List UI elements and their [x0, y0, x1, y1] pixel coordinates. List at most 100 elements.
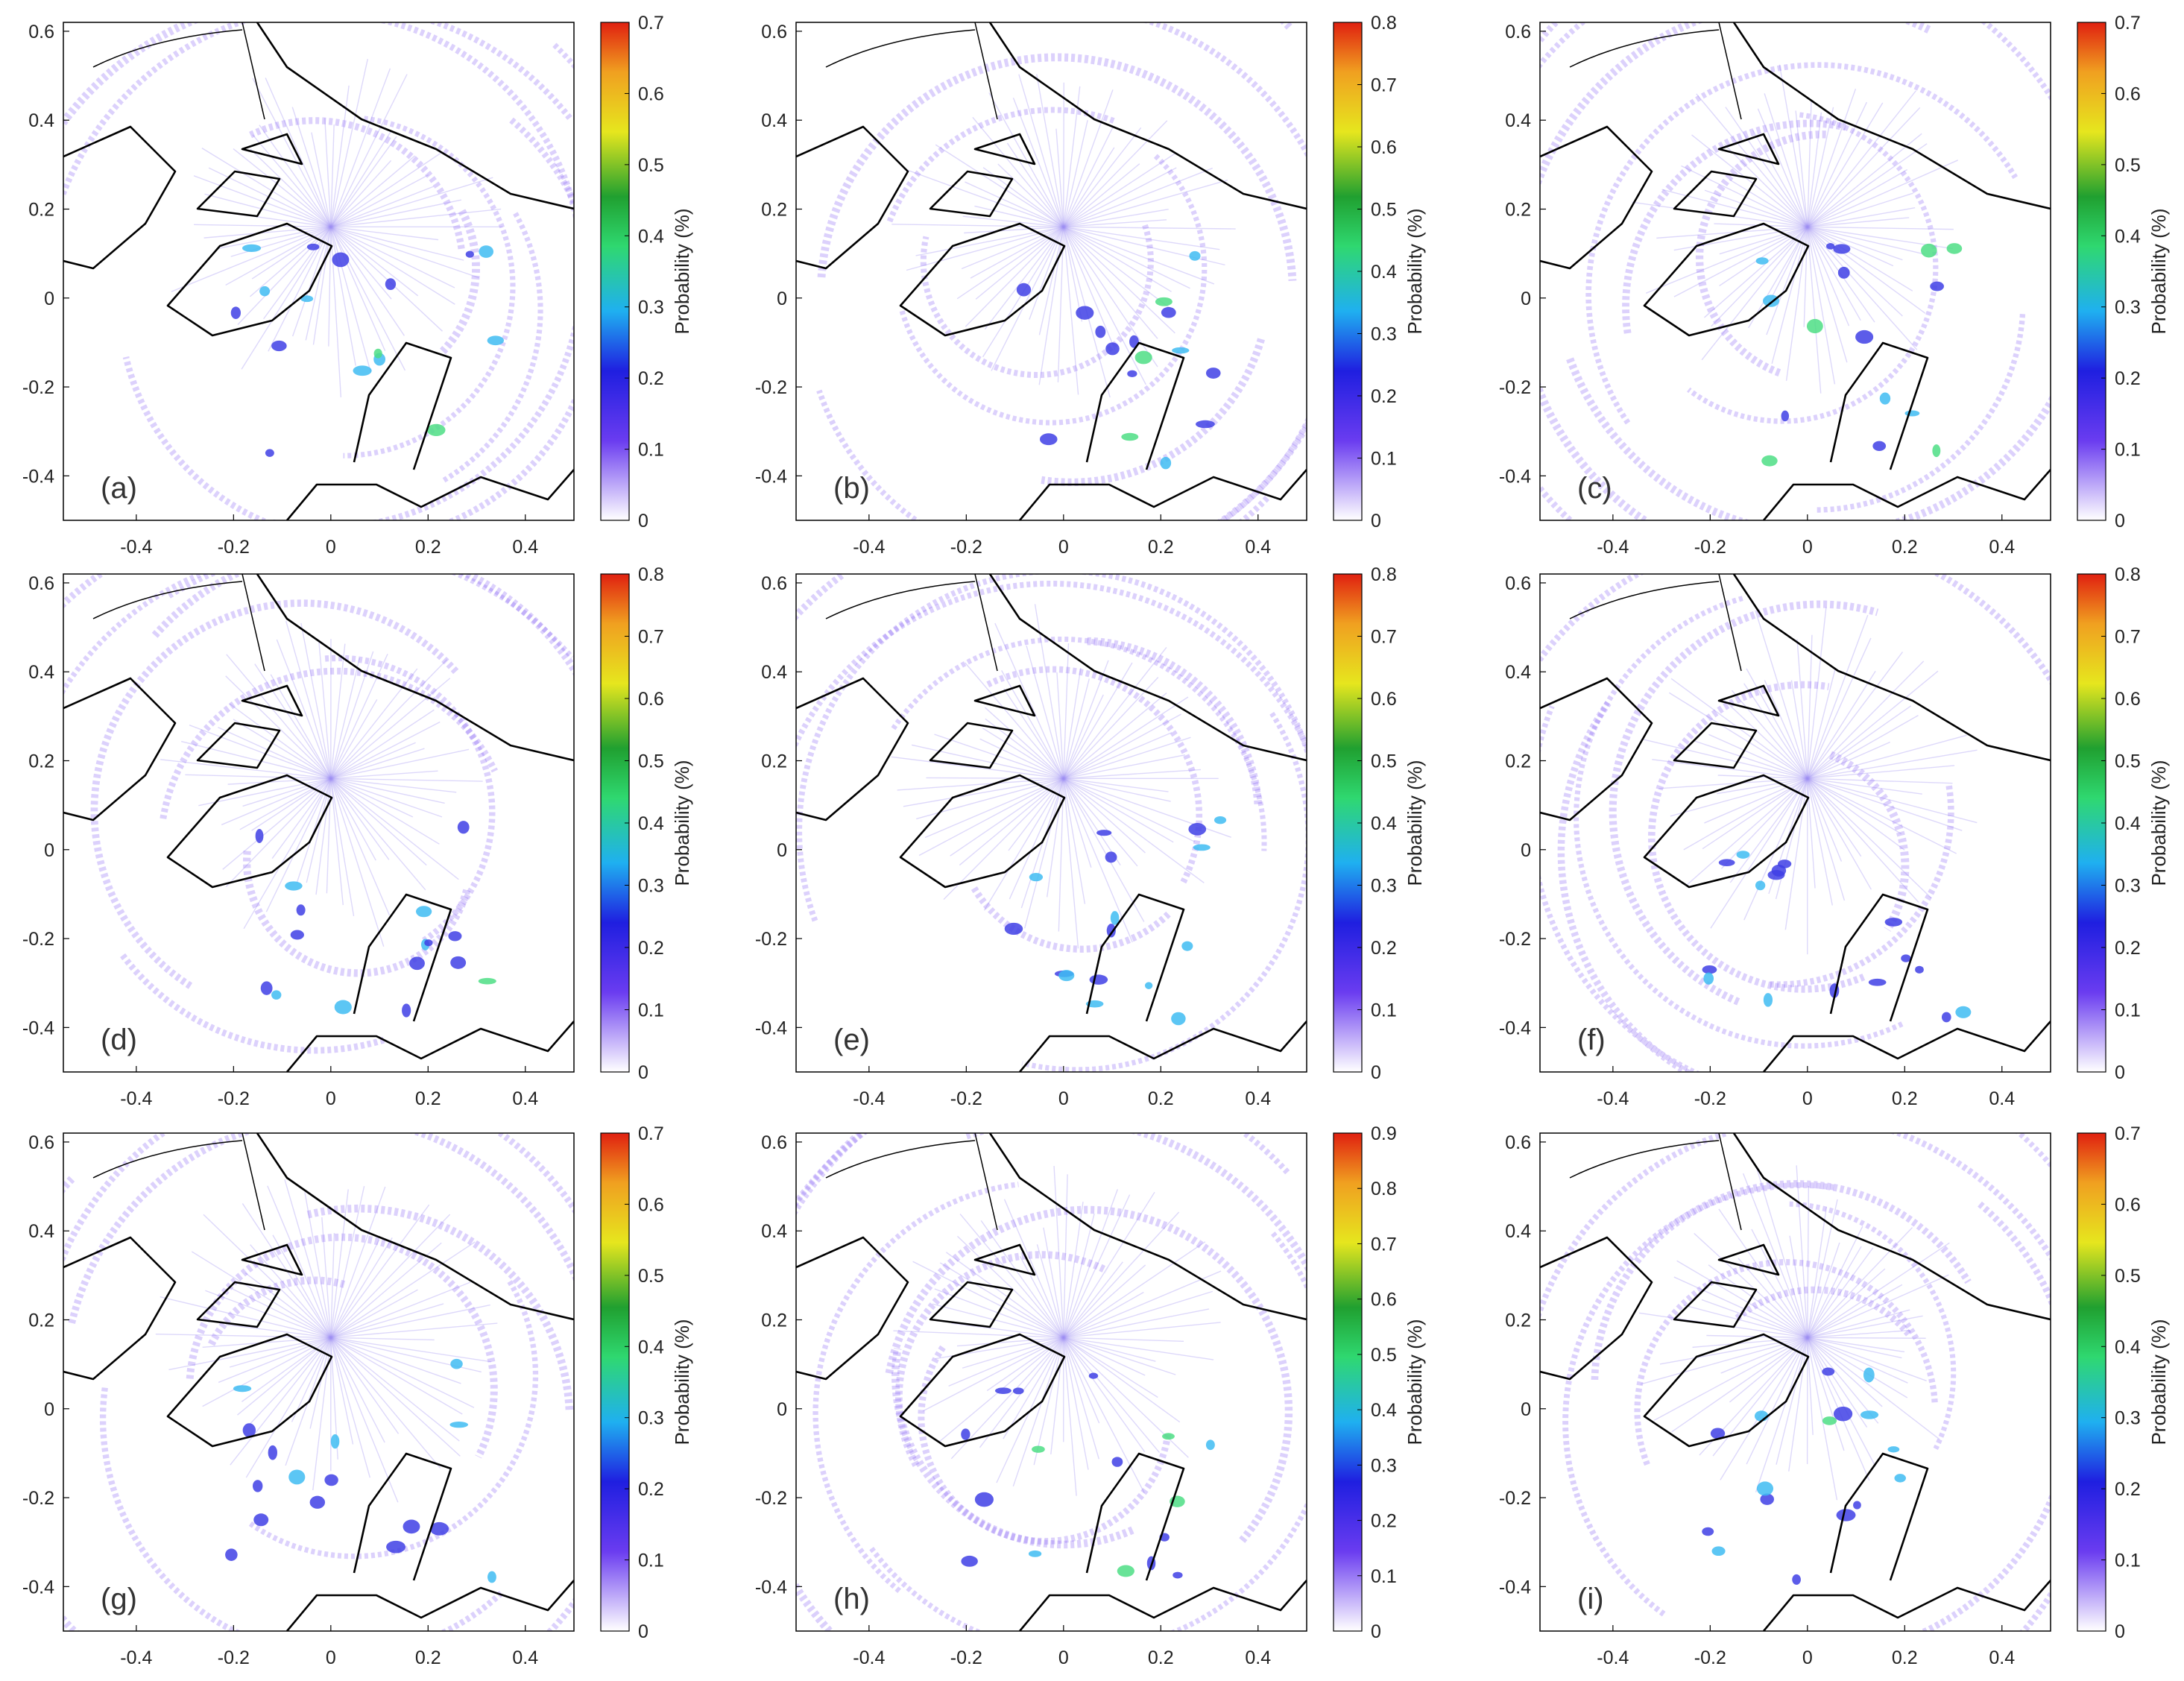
- coastlines: [1540, 574, 2051, 1072]
- coastlines: [1540, 22, 2051, 520]
- trajectory-spoke: [1668, 692, 1808, 779]
- trajectory-arc: [1917, 1201, 2051, 1631]
- trajectory-arc: [796, 581, 1307, 753]
- trajectory-spoke: [330, 742, 416, 780]
- coastline-north-america: [1540, 125, 1653, 270]
- colorbar-tick-label: 0.4: [2115, 813, 2141, 834]
- coastline-archipelago: [196, 722, 281, 769]
- trajectory-arc: [1540, 22, 1931, 520]
- trajectory-spoke: [1807, 1337, 1845, 1451]
- probability-hotspot: [1106, 924, 1116, 938]
- coastline-scandinavia: [1829, 341, 1929, 470]
- colorbar-tick-label: 0: [2115, 511, 2125, 532]
- panel-label: (e): [833, 1024, 870, 1056]
- meridian-line: [1718, 22, 1742, 120]
- trajectory-spoke: [330, 226, 439, 241]
- trajectory-spoke: [1063, 643, 1070, 779]
- trajectory-spoke: [330, 177, 493, 228]
- probability-hotspot: [1088, 1372, 1099, 1379]
- colorbar-tick-label: 0.3: [1371, 876, 1397, 897]
- trajectory-spoke: [1063, 167, 1177, 227]
- trajectory-spoke: [1708, 1264, 1808, 1338]
- coastline-europe: [1763, 1580, 2051, 1631]
- trajectory-spoke: [1807, 734, 1967, 780]
- x-tick-label: -0.2: [1694, 537, 1726, 558]
- coastline-greenland: [166, 222, 333, 337]
- trajectory-spoke: [1063, 127, 1142, 227]
- coastline-north-america: [796, 677, 909, 821]
- coastline-siberia: [1732, 1133, 2051, 1321]
- x-tick-label: 0.4: [1245, 1088, 1271, 1109]
- coastline-scandinavia: [1085, 341, 1185, 470]
- trajectory-spoke: [1807, 778, 1978, 824]
- trajectory-spoke: [1063, 1194, 1131, 1338]
- trajectory-spoke: [1807, 778, 1957, 854]
- trajectory-spoke: [1063, 120, 1088, 227]
- trajectory-spoke: [1063, 694, 1104, 779]
- colorbar-tick-label: 0.1: [2115, 440, 2141, 461]
- trajectory-spoke: [330, 1337, 399, 1503]
- trajectory-spoke: [1710, 778, 1808, 929]
- trajectory-spoke: [1063, 769, 1202, 780]
- trajectory-spoke: [1063, 1337, 1156, 1362]
- trajectory-spoke: [1063, 1337, 1160, 1453]
- colorbar-tick-label: 0.6: [638, 1194, 664, 1215]
- trajectory-spoke: [1790, 680, 1808, 779]
- trajectory-arc: [168, 574, 574, 660]
- trajectory-spoke: [1807, 107, 1834, 227]
- trajectory-spoke: [1043, 1227, 1064, 1338]
- trajectory-spoke: [1807, 226, 1913, 291]
- trajectory-spoke: [946, 1252, 1064, 1338]
- trajectory-spoke: [911, 744, 1064, 780]
- trajectory-spoke: [330, 1214, 451, 1338]
- trajectory-spoke: [330, 124, 335, 227]
- probability-hotspot: [373, 348, 382, 359]
- x-tick-label: 0.2: [415, 1647, 441, 1668]
- y-tick-label: 0.4: [28, 1221, 54, 1242]
- probability-hotspot: [426, 423, 446, 436]
- trajectory-spoke: [1063, 1191, 1155, 1338]
- colorbar-tick-label: 0: [1371, 511, 1381, 532]
- y-tick-label: -0.4: [755, 466, 787, 487]
- colorbar-tick-label: 0.1: [638, 1000, 664, 1021]
- trajectory-spoke: [330, 659, 448, 779]
- y-tick-label: 0.2: [1505, 200, 1531, 221]
- meridian-line: [242, 1133, 265, 1231]
- trajectory-spoke: [1807, 168, 1908, 227]
- colorbar-tick-label: 0.2: [1371, 938, 1397, 959]
- trajectory-spoke: [1063, 219, 1167, 228]
- probability-hotspot: [1806, 318, 1823, 334]
- probability-hotspot: [1195, 420, 1215, 429]
- trajectory-spoke: [1012, 1337, 1064, 1487]
- trajectory-spoke: [330, 657, 361, 779]
- coastlines: [796, 22, 1307, 520]
- trajectory-spoke: [1063, 778, 1092, 868]
- trajectory-spoke: [1694, 1232, 1808, 1338]
- trajectory-spoke: [230, 1337, 332, 1466]
- trajectory-spoke: [1807, 1337, 1927, 1381]
- x-tick-label: 0.4: [1245, 1647, 1271, 1668]
- y-tick-label: -0.4: [755, 1577, 787, 1598]
- colorbar-tick-label: 0.3: [2115, 876, 2141, 897]
- trajectory-spoke: [1746, 668, 1808, 779]
- trajectory-spoke: [950, 778, 1064, 857]
- trajectory-spoke: [1807, 101, 1868, 227]
- colorbar-tick-label: 0: [638, 1062, 648, 1083]
- trajectory-spoke: [951, 1322, 1064, 1339]
- trajectory-spoke: [1757, 108, 1808, 227]
- trajectory-spoke: [1720, 1337, 1808, 1374]
- probability-hotspot: [1930, 281, 1944, 291]
- trajectory-spoke: [233, 148, 332, 227]
- probability-hotspot: [1189, 250, 1201, 261]
- coastline-archipelago: [973, 1243, 1036, 1276]
- panel-label: (c): [1577, 472, 1612, 505]
- probability-hotspot: [1105, 342, 1120, 356]
- coastline-archipelago: [241, 1243, 303, 1276]
- trajectory-spoke: [296, 778, 332, 883]
- x-tick-label: 0: [1058, 1088, 1069, 1109]
- probability-hotspot: [225, 1548, 238, 1561]
- coastline-archipelago: [1717, 1243, 1780, 1276]
- probability-hotspot: [1004, 922, 1023, 936]
- trajectory-spoke: [1788, 1337, 1808, 1472]
- x-tick-label: 0.2: [1892, 537, 1918, 558]
